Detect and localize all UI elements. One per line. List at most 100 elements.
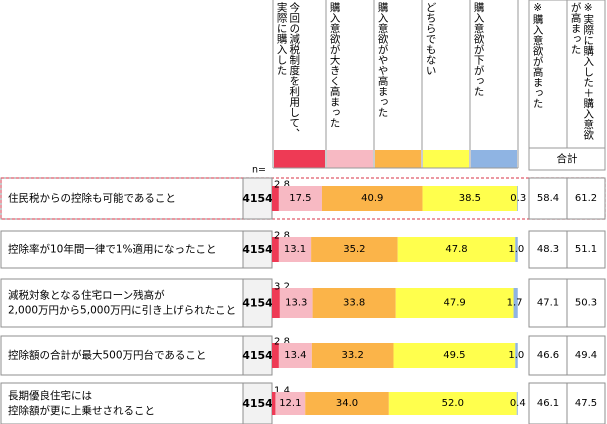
legend-label-2: 購入意欲がやや高まった: [376, 2, 389, 118]
bar-value-label: 17.5: [289, 193, 311, 204]
row-n-value: 4154: [242, 243, 273, 256]
bar-value-label: 33.2: [342, 350, 364, 361]
row-label: 住民税からの控除も可能であること: [8, 192, 176, 205]
bar-value-label: 40.9: [361, 193, 383, 204]
total-value: 47.1: [537, 298, 559, 309]
bar-segment: [272, 186, 279, 211]
total-value: 47.5: [575, 398, 597, 409]
bar-value-label: 33.8: [343, 298, 365, 309]
bar-value-label: 0.3: [510, 193, 526, 204]
row-n-box: [242, 335, 273, 376]
bar-segment: [311, 237, 398, 262]
total-value: 61.2: [575, 193, 597, 204]
bar-segment: [422, 186, 518, 211]
bar-segment: [278, 237, 312, 262]
total-cell: [528, 335, 568, 376]
bar-value-label: 38.5: [459, 193, 481, 204]
bar-value-label: 12.1: [279, 398, 301, 409]
legend-label-3: どちらでもない: [424, 2, 437, 76]
bar-segment: [516, 392, 518, 415]
bar-value-label: 13.3: [285, 298, 307, 309]
bar-value-label: 2.8: [274, 231, 290, 242]
bar-value-label: 52.0: [442, 398, 464, 409]
total-cell: [566, 335, 606, 376]
total-value: 48.3: [537, 244, 559, 255]
row-label: 控除額が更に上乗せされること: [8, 404, 155, 417]
n-label: n=: [252, 165, 266, 176]
row-n-value: 4154: [242, 397, 273, 410]
bar-value-label: 47.8: [445, 244, 467, 255]
legend-label-0-text: 今回の減税制度を利用して、実際に購入した: [275, 2, 301, 139]
row-n-box: [242, 177, 273, 220]
bar-segment: [515, 343, 518, 368]
total-value: 51.1: [575, 244, 597, 255]
total-cell: [528, 177, 568, 220]
bar-segment: [275, 392, 306, 415]
bar-segment: [321, 186, 423, 211]
bar-segment: [312, 288, 396, 318]
bar-value-label: 1.0: [508, 244, 524, 255]
total-value: 50.3: [575, 298, 597, 309]
bar-segment: [311, 343, 394, 368]
legend-label-4: 購入意欲が下がった: [472, 2, 485, 97]
total-value: 49.4: [575, 350, 597, 361]
row-n-value: 4154: [242, 297, 273, 310]
bar-value-label: 0.4: [510, 398, 526, 409]
row-label: 減税対象となる住宅ローン残高が: [8, 289, 165, 302]
legend-label-1: 購入意欲が大きく高まった: [328, 2, 341, 128]
bar-segment: [272, 237, 279, 262]
bar-value-label: 49.5: [443, 350, 465, 361]
row-label: 2,000万円から5,000万円に引き上げられたこと: [8, 304, 236, 317]
bar-value-label: 35.2: [343, 244, 365, 255]
legend-label-4-text: 購入意欲が下がった: [472, 2, 485, 97]
row-n-value: 4154: [242, 192, 273, 205]
bar-segment: [272, 343, 279, 368]
bar-segment: [513, 288, 518, 318]
total-cell: [528, 278, 568, 328]
bar-value-label: 1.7: [507, 298, 523, 309]
total-value: 58.4: [537, 193, 559, 204]
bar-segment: [515, 237, 518, 262]
row-n-value: 4154: [242, 349, 273, 362]
bar-segment: [278, 186, 322, 211]
total-col-label-1: ※実際に購入した＋購入意欲が高まった: [569, 2, 595, 140]
bar-value-label: 2.8: [274, 337, 290, 348]
bar-value-label: 1.4: [274, 386, 290, 397]
bar-segment: [388, 392, 517, 415]
total-col-label-0-text: ※購入意欲が高まった: [531, 2, 544, 109]
row-label: 控除率が10年間一律で1%適用になったこと: [8, 243, 217, 256]
legend-label-3-text: どちらでもない: [424, 2, 437, 76]
bar-value-label: 3.2: [274, 282, 290, 293]
row-label-box: [0, 278, 244, 328]
bar-segment: [305, 392, 389, 415]
bar-value-label: 13.1: [284, 244, 306, 255]
legend-swatch-1: [327, 150, 373, 168]
total-value: 46.1: [537, 398, 559, 409]
row-label: 長期優良住宅には: [8, 389, 92, 402]
bar-segment: [397, 237, 516, 262]
total-cell: [566, 278, 606, 328]
row-highlight-frame: [0, 177, 606, 220]
bar-value-label: 47.9: [444, 298, 466, 309]
bar-value-label: 1.0: [508, 350, 524, 361]
total-col-label-1-text: ※実際に購入した＋購入意欲が高まった: [569, 2, 595, 140]
legend-label-2-text: 購入意欲がやや高まった: [376, 2, 389, 118]
row-label-box: [0, 382, 244, 424]
legend-swatch-3: [423, 150, 469, 168]
bar-value-label: 2.8: [274, 180, 290, 191]
total-header-box: [528, 0, 606, 171]
total-value: 46.6: [537, 350, 559, 361]
total-header-label: 合計: [557, 152, 578, 165]
bar-segment: [278, 343, 312, 368]
legend-swatch-2: [375, 150, 421, 168]
total-cell: [566, 230, 606, 269]
legend-label-1-text: 購入意欲が大きく高まった: [328, 2, 341, 128]
legend-swatch-4: [471, 150, 517, 168]
bar-value-label: 13.4: [284, 350, 306, 361]
bar-value-label: 34.0: [336, 398, 358, 409]
bar-segment: [395, 288, 514, 318]
row-label-box: [0, 230, 244, 269]
total-cell: [528, 382, 568, 424]
total-cell: [566, 177, 606, 220]
